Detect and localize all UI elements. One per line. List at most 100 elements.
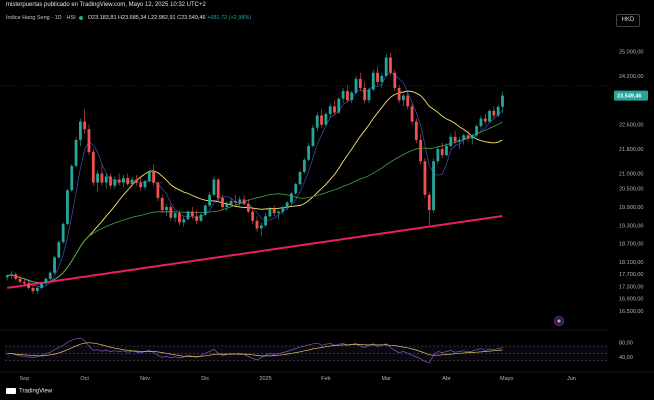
candle — [44, 278, 48, 284]
legend-low: L22.982,91 — [148, 15, 176, 21]
candle — [285, 202, 289, 208]
candle — [242, 199, 246, 204]
publisher-text: misterpuertas publicado en TradingView.c… — [6, 2, 206, 8]
candle — [410, 106, 414, 122]
candle — [324, 113, 328, 125]
y-tick-label: 19.300,00 — [619, 223, 643, 229]
candle — [91, 152, 95, 183]
candle — [160, 197, 164, 211]
candle — [113, 179, 117, 186]
candle — [78, 121, 82, 140]
candle — [259, 225, 263, 229]
candle — [397, 88, 401, 101]
x-tick-label: Nov — [140, 376, 150, 382]
candle — [229, 200, 233, 204]
y-tick-label: 16.500,00 — [619, 309, 643, 315]
candle — [290, 193, 293, 203]
candle — [367, 89, 371, 101]
candle — [479, 118, 483, 127]
candle — [449, 136, 453, 146]
candle — [190, 211, 194, 217]
top-bar: misterpuertas publicado en TradingView.c… — [0, 0, 654, 12]
candle — [483, 118, 487, 122]
rsi-ma-line — [7, 342, 503, 357]
candle — [117, 179, 121, 183]
candle — [466, 135, 470, 139]
legend-symbol: Índice Hang Seng · 1D · HSI — [6, 15, 76, 21]
ma-20-line — [7, 90, 503, 284]
x-tick-label: Abr — [442, 376, 451, 382]
y-tick-label: 19.900,00 — [619, 205, 643, 211]
candle — [83, 121, 87, 130]
candle — [212, 179, 216, 195]
rsi-tick-label: 40,00 — [619, 355, 633, 361]
candle — [234, 200, 237, 203]
candle — [402, 95, 405, 101]
y-tick-label: 24.200,00 — [619, 74, 643, 80]
candle — [186, 211, 190, 220]
candle — [199, 214, 203, 221]
candle — [281, 207, 285, 212]
candle — [57, 242, 61, 258]
candle — [350, 92, 354, 101]
ma-200-line — [7, 215, 503, 289]
y-tick-label: 18.700,00 — [619, 242, 643, 248]
candle — [440, 149, 444, 156]
candle — [238, 199, 242, 203]
x-tick-label: Mayo — [500, 376, 513, 382]
candle — [27, 283, 31, 288]
y-tick-label: 18.100,00 — [619, 260, 643, 266]
x-tick-label: Jun — [567, 376, 576, 382]
legend-change: +681,72 (+2,98%) — [207, 15, 252, 21]
candle — [462, 135, 466, 140]
candle — [501, 95, 504, 107]
candle — [488, 110, 491, 122]
candle — [436, 149, 440, 162]
candle — [40, 283, 44, 288]
candle — [358, 78, 362, 88]
candle — [22, 281, 26, 284]
candle — [346, 91, 349, 101]
candle — [298, 171, 302, 185]
y-tick-label: 25.000,00 — [619, 49, 643, 55]
candle — [74, 139, 78, 166]
legend-close: C23.549,46 — [177, 15, 206, 21]
candle — [122, 178, 125, 183]
candle — [496, 106, 500, 116]
candle — [475, 126, 479, 136]
x-tick-label: Mar — [381, 376, 391, 382]
candle — [10, 274, 13, 276]
candle — [61, 223, 65, 243]
y-tick-label: 17.300,00 — [619, 284, 643, 290]
candle — [333, 106, 336, 113]
candle — [126, 178, 130, 185]
currency-badge[interactable]: HKD — [616, 14, 640, 27]
candle — [376, 72, 379, 82]
candle — [432, 161, 435, 211]
candle — [147, 171, 151, 182]
candle — [104, 176, 108, 183]
candle — [427, 194, 431, 211]
footer-brand-label: TradingView — [19, 388, 53, 395]
candle — [143, 181, 147, 188]
candle — [320, 115, 323, 125]
candle — [307, 146, 311, 160]
rsi-line — [7, 337, 503, 364]
candle — [35, 287, 39, 291]
candle — [14, 274, 18, 279]
candle — [246, 204, 250, 212]
x-tick-label: Oct — [80, 376, 89, 382]
candle — [445, 146, 448, 156]
market-status-icon — [79, 15, 84, 20]
candle — [66, 190, 69, 224]
candle — [109, 176, 112, 186]
candle — [156, 182, 160, 198]
y-tick-label: 21.000,00 — [619, 171, 643, 177]
last-price-label: 23.549,46 — [617, 94, 641, 100]
candle — [294, 184, 298, 194]
footer-brand[interactable]: TradingView — [6, 388, 52, 395]
candle — [178, 213, 181, 223]
candle — [165, 207, 168, 211]
candle — [470, 135, 474, 139]
